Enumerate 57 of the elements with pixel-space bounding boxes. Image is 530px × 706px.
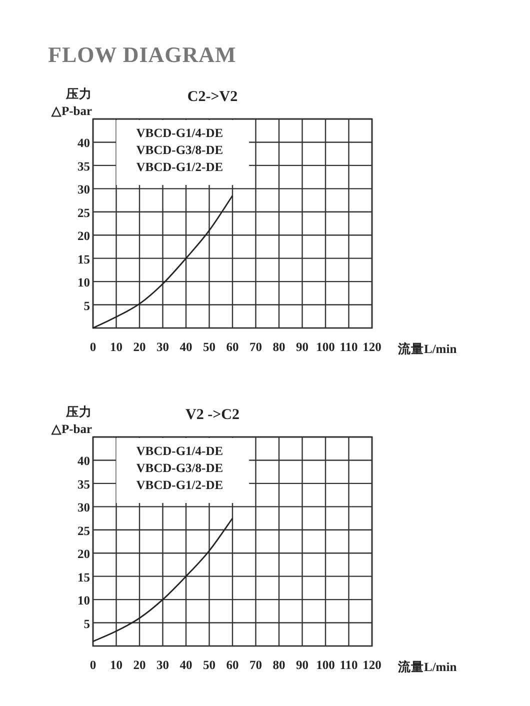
x-tick-label: 110 (340, 340, 358, 354)
y-tick-label: 35 (78, 477, 90, 492)
y-tick-label: 30 (78, 500, 90, 515)
chart-subtitle: C2->V2 (187, 89, 238, 105)
y-tick-label: 5 (84, 298, 90, 313)
x-tick-label: 40 (180, 340, 192, 354)
y-tick-label: 30 (78, 182, 90, 197)
y-axis-title: 压力 △P-bar (50, 405, 92, 436)
annotation: VBCD-G3/8-DE (136, 143, 224, 157)
line-series (92, 194, 234, 329)
x-tick-label: 10 (110, 658, 122, 672)
y-tick-label: 25 (78, 206, 90, 220)
x-tick-label: 90 (296, 658, 308, 672)
x-tick-label: 70 (250, 340, 262, 354)
y-tick-label: 10 (78, 594, 90, 608)
x-tick-label: 110 (340, 658, 358, 672)
x-tick-label: 50 (203, 658, 216, 672)
x-tick-label: 120 (362, 340, 382, 354)
x-axis-title: 流量L/min (397, 659, 457, 674)
x-tick-label: 0 (90, 340, 96, 354)
x-tick-label: 40 (180, 658, 192, 672)
chart-title: V2 ->C2 (186, 407, 240, 423)
x-tick-label: 20 (133, 340, 146, 354)
line-series (92, 518, 234, 642)
x-tick-label: 10 (110, 340, 122, 354)
x-tick-label: 80 (272, 658, 286, 672)
x-tick-label: 60 (226, 340, 239, 354)
x-tick-label: 30 (156, 340, 169, 354)
annotation: VBCD-G1/4-DE (136, 444, 224, 458)
x-tick-label: 20 (133, 658, 146, 672)
x-tick-label: 0 (90, 658, 96, 672)
y-tick-label: 20 (78, 229, 90, 244)
y-tick-label: 35 (78, 159, 90, 174)
y-tick-label: 10 (78, 276, 90, 290)
y-tick-label: 20 (78, 547, 90, 562)
x-tick-label: 100 (316, 340, 335, 354)
annotation: VBCD-G1/2-DE (136, 160, 224, 174)
x-tick-label: 80 (272, 340, 286, 354)
y-tick-label: 5 (84, 616, 90, 631)
y-tick-label: 25 (78, 524, 90, 538)
x-tick-label: 120 (362, 658, 382, 672)
y-tick-label: 40 (78, 454, 90, 468)
y-tick-label: 40 (78, 136, 90, 150)
x-tick-label: 70 (250, 658, 262, 672)
y-axis-title: 压力 △P-bar (50, 87, 92, 118)
chart-title: FLOW DIAGRAM (48, 42, 236, 67)
x-tick-label: 100 (316, 658, 335, 672)
y-tick-label: 15 (78, 252, 90, 266)
x-tick-label: 90 (296, 340, 308, 354)
x-tick-label: 30 (156, 658, 169, 672)
x-axis-title: 流量L/min (397, 341, 457, 356)
annotation: VBCD-G1/4-DE (136, 126, 224, 140)
y-tick-label: 15 (78, 570, 90, 584)
annotation: VBCD-G1/2-DE (136, 478, 224, 492)
x-tick-label: 60 (226, 658, 239, 672)
x-tick-label: 50 (203, 340, 216, 354)
annotation: VBCD-G3/8-DE (136, 461, 224, 475)
